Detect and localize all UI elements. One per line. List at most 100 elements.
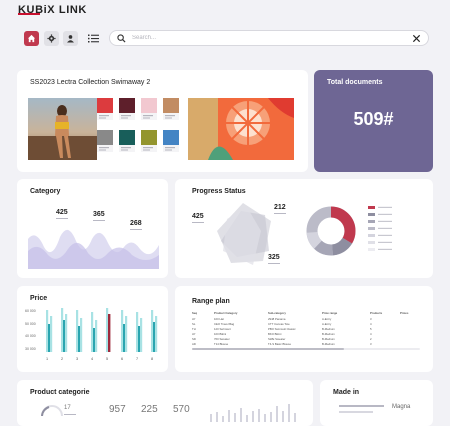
product-categorie-value-1-caption	[64, 414, 76, 415]
product-categorie-card[interactable]: Product categorie 17 957 225 570	[17, 380, 313, 426]
total-documents-title: Total documents	[327, 79, 383, 86]
logo-accent-bar	[18, 13, 40, 15]
category-value-3-caption	[130, 229, 142, 230]
table-row: TH 120 Swimsuit PBO Swimsuit Classic B-M…	[192, 327, 372, 331]
svg-text:A-Entry: A-Entry	[322, 317, 332, 321]
price-x-tick-3: 3	[76, 357, 78, 361]
svg-text:B-Medium: B-Medium	[322, 332, 335, 336]
svg-text:PBO Swimsuit Classic: PBO Swimsuit Classic	[268, 327, 296, 331]
collection-card[interactable]: SS2023 Lectra Collection Swimaway 2	[17, 70, 308, 172]
made-in-title: Made in	[333, 389, 360, 396]
table-header-prices: Prices	[400, 311, 409, 315]
range-plan-table: Seq Product Category Sub-category Price …	[192, 311, 420, 350]
price-x-tick-1: 1	[46, 357, 48, 361]
svg-text:CTT Canvas Tote: CTT Canvas Tote	[268, 322, 290, 326]
home-button[interactable]	[24, 31, 39, 46]
made-in-bar-1	[339, 405, 384, 407]
total-documents-value: 509#	[353, 109, 394, 129]
close-icon[interactable]	[412, 34, 421, 43]
category-area-chart	[28, 229, 159, 269]
collection-model-photo	[28, 98, 97, 160]
progress-status-card[interactable]: Progress Status 425 212 325	[175, 179, 433, 278]
gear-icon	[47, 34, 56, 43]
search-bar	[109, 30, 429, 46]
progress-value-2-caption	[274, 213, 286, 214]
svg-text:AY: AY	[192, 317, 196, 321]
table-row: AY 100 Hat 2948 Panama A-Entry 3	[192, 317, 372, 321]
svg-text:4: 4	[370, 322, 372, 326]
product-categorie-gauge	[41, 405, 63, 416]
category-value-1: 425	[56, 209, 68, 216]
table-header-seq: Seq	[192, 311, 197, 315]
svg-text:2: 2	[370, 337, 372, 341]
table-header-price-range: Price range	[322, 311, 338, 315]
table-row: SD 760 Sweater SWE Sweater B-Medium 2	[192, 337, 372, 341]
table-header-subcategory: Sub-category	[268, 311, 286, 315]
made-in-bar-2	[339, 411, 373, 413]
user-icon	[67, 35, 74, 43]
svg-text:AD: AD	[192, 342, 196, 346]
svg-text:SD: SD	[192, 337, 196, 341]
search-input[interactable]	[132, 33, 402, 43]
price-y-tick-2: 50 000	[25, 322, 36, 326]
category-value-2-caption	[93, 220, 105, 221]
color-swatch-palette	[97, 98, 179, 152]
category-value-2: 365	[93, 211, 105, 218]
table-row: AD T14 Blouse T4-S Basic Blouse B-Medium…	[192, 342, 372, 346]
price-card[interactable]: Price 60 000 50 000 40 000 30 000 1 2 3	[17, 286, 168, 372]
svg-text:AY: AY	[192, 332, 196, 336]
price-x-tick-8: 8	[151, 357, 153, 361]
svg-text:4: 4	[370, 332, 372, 336]
product-categorie-value-2: 957	[109, 404, 126, 415]
svg-text:3: 3	[370, 317, 372, 321]
progress-radar-chart	[217, 203, 271, 265]
svg-text:100 Bikini: 100 Bikini	[214, 332, 227, 336]
price-y-tick-4: 30 000	[25, 347, 36, 351]
table-scrollbar-thumb	[192, 348, 344, 350]
price-bar-chart: 60 000 50 000 40 000 30 000 1 2 3 4 5	[25, 308, 158, 361]
category-value-3: 268	[130, 220, 142, 227]
price-x-tick-6: 6	[121, 357, 123, 361]
progress-value-3-caption	[268, 263, 280, 264]
category-card[interactable]: Category 425 365 268	[17, 179, 168, 278]
range-plan-card[interactable]: Range plan Seq Product Category Sub-cate…	[175, 286, 433, 372]
total-documents-card[interactable]: Total documents 509#	[314, 70, 433, 172]
product-categorie-value-4: 570	[173, 404, 190, 415]
progress-value-1-caption	[192, 222, 204, 223]
price-x-tick-7: 7	[136, 357, 138, 361]
price-x-tick-4: 4	[91, 357, 93, 361]
svg-text:3: 3	[370, 342, 372, 346]
product-categorie-value-1: 17	[64, 405, 71, 411]
svg-text:B-Medium: B-Medium	[322, 327, 335, 331]
svg-text:B-Medium: B-Medium	[322, 342, 335, 346]
table-header-category: Product Category	[214, 311, 238, 315]
category-value-1-caption	[56, 218, 68, 219]
collection-print-image	[188, 98, 294, 160]
svg-text:T4-S Basic Blouse: T4-S Basic Blouse	[268, 342, 291, 346]
list-view-button[interactable]	[86, 31, 101, 46]
price-x-tick-5: 5	[106, 357, 108, 361]
profile-button[interactable]	[63, 31, 78, 46]
price-y-tick-3: 40 000	[25, 334, 36, 338]
list-icon	[88, 34, 99, 43]
made-in-card[interactable]: Made in Magna	[320, 380, 433, 426]
svg-text:5: 5	[370, 327, 372, 331]
svg-text:2948 Panama: 2948 Panama	[268, 317, 286, 321]
search-icon	[117, 34, 126, 43]
home-icon	[27, 34, 36, 43]
svg-text:A-Entry: A-Entry	[322, 322, 332, 326]
collection-title: SS2023 Lectra Collection Swimaway 2	[30, 79, 151, 86]
range-plan-title: Range plan	[192, 298, 230, 305]
table-header-products: Products	[370, 311, 383, 315]
svg-text:T14 Blouse: T14 Blouse	[214, 342, 229, 346]
made-in-label: Magna	[392, 404, 411, 410]
table-row: AY 100 Bikini BKO Bikini B-Medium 4	[192, 332, 372, 336]
settings-button[interactable]	[44, 31, 59, 46]
price-y-tick-1: 60 000	[25, 309, 36, 313]
svg-text:CEO Travel Bag: CEO Travel Bag	[214, 322, 235, 326]
product-categorie-title: Product categorie	[30, 389, 90, 396]
price-x-tick-2: 2	[61, 357, 63, 361]
progress-donut-chart	[306, 206, 356, 256]
category-title: Category	[30, 188, 61, 195]
svg-text:B-Medium: B-Medium	[322, 337, 335, 341]
